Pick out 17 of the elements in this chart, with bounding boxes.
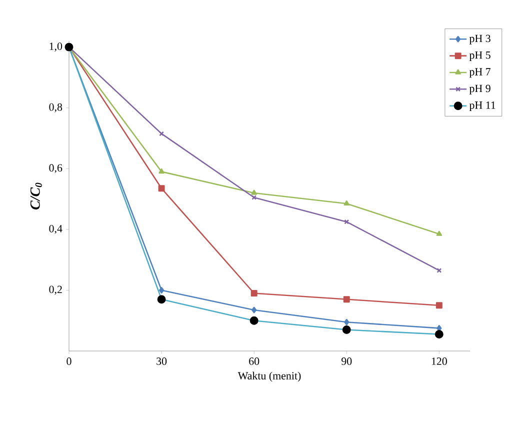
legend-label: pH 11	[469, 102, 496, 112]
y-tick-label: 0,8	[49, 103, 62, 112]
legend-label: pH 3	[469, 34, 490, 44]
y-tick-label: 1,0	[50, 42, 62, 52]
x-tick-label: 0	[66, 358, 72, 365]
legend-label: pH 5	[469, 52, 490, 61]
x-axis-title: Waktu (menit)	[238, 372, 301, 382]
y-tick-label: 0,2	[49, 286, 62, 295]
y-tick-label: 0,4	[49, 224, 62, 234]
legend-label: pH 7	[469, 68, 491, 78]
x-tick-label: 30	[156, 358, 167, 365]
legend-label: pH 9	[469, 84, 490, 94]
x-tick-label: 120	[432, 358, 447, 365]
y-tick-label: 0,6	[49, 164, 62, 174]
x-tick-label: 90	[342, 358, 352, 365]
y-axis-title: C/C$_{0}$	[30, 182, 42, 210]
x-tick-label: 60	[249, 358, 260, 365]
